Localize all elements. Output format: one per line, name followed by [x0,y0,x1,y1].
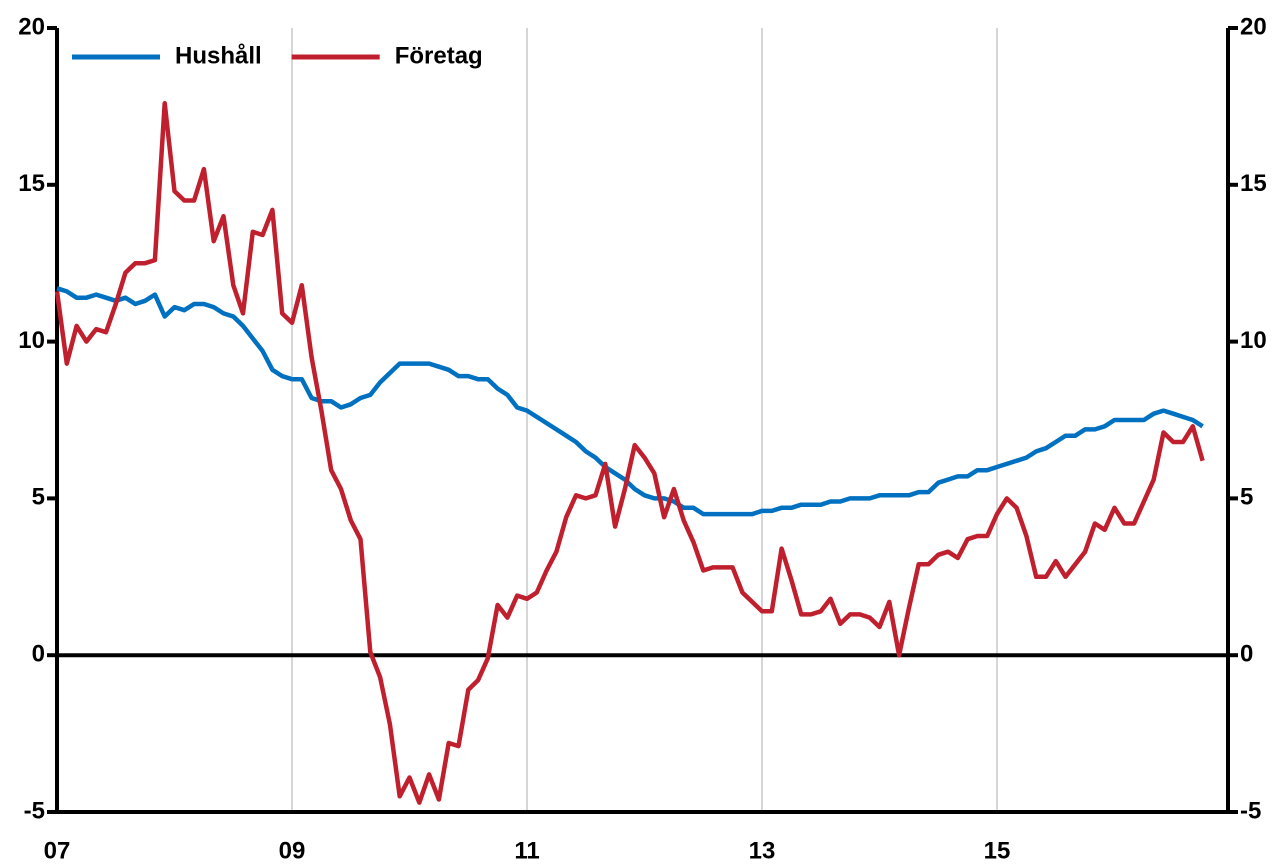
y2-tick-label: 5 [1240,484,1253,511]
series-line [56,286,1204,517]
y2-tick-label: 15 [1240,170,1267,197]
legend-label: Företag [395,42,483,69]
x-tick-label: 13 [749,837,776,864]
x-tick-label: 09 [279,837,306,864]
series-line [54,101,1205,805]
x-tick-label: 15 [984,837,1011,864]
legend-label: Hushåll [175,42,262,69]
y2-tick-label: 0 [1240,641,1253,668]
y-tick-label: 15 [18,170,45,197]
y2-tick-label: 10 [1240,327,1267,354]
y-tick-label: 10 [18,327,45,354]
y-tick-label: 0 [32,641,45,668]
y-tick-label: -5 [24,797,45,824]
y-tick-label: 20 [18,13,45,40]
x-tick-label: 11 [514,837,539,864]
x-tick-label: 07 [44,837,71,864]
y-tick-label: 5 [32,484,45,511]
y2-tick-label: -5 [1240,797,1261,824]
y2-tick-label: 20 [1240,13,1267,40]
